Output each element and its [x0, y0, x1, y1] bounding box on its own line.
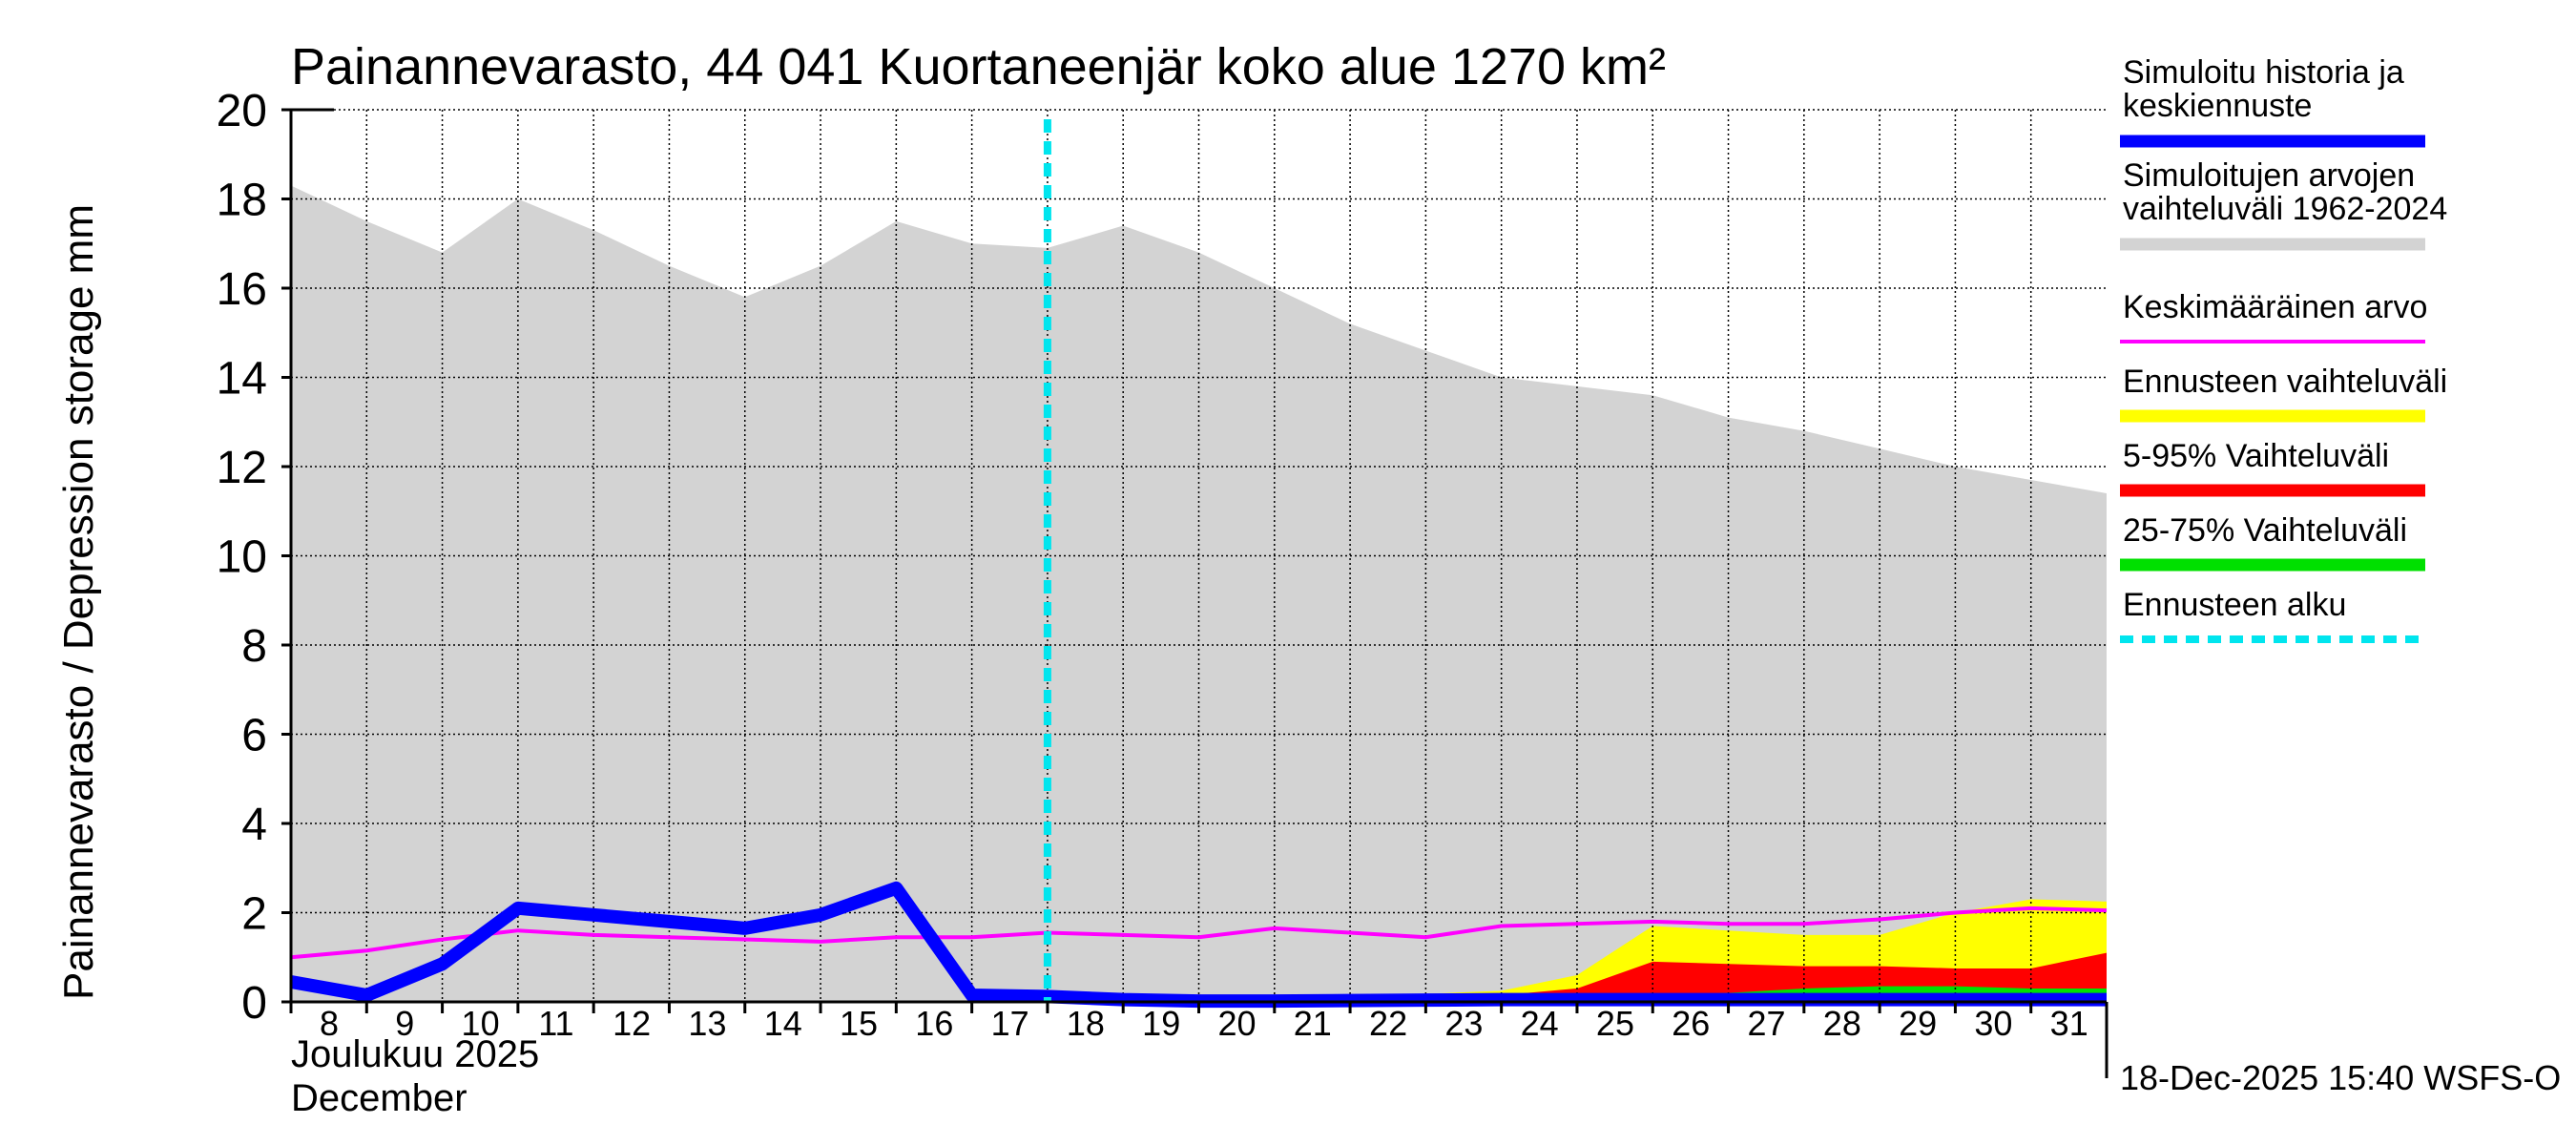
- x-tick-label: 16: [915, 1004, 953, 1043]
- y-axis-label: Painannevarasto / Depression storage mm: [55, 204, 102, 1000]
- legend-label: Simuloitujen arvojen: [2123, 157, 2415, 194]
- legend-label: Keskimääräinen arvo: [2123, 289, 2427, 325]
- y-tick-label: 18: [217, 176, 267, 226]
- legend-label: Simuloitu historia ja: [2123, 54, 2404, 91]
- y-tick-label: 4: [241, 800, 267, 850]
- x-tick-label: 20: [1217, 1004, 1256, 1043]
- plot-area: [289, 109, 2108, 1009]
- legend-label-line2: keskiennuste: [2123, 88, 2312, 124]
- y-tick-label: 16: [217, 264, 267, 315]
- x-tick-label: 24: [1521, 1004, 1559, 1043]
- x-tick-label: 23: [1444, 1004, 1483, 1043]
- y-tick-label: 2: [241, 889, 267, 940]
- timestamp: 18-Dec-2025 15:40 WSFS-O: [2120, 1058, 2561, 1097]
- x-tick-label: 19: [1142, 1004, 1180, 1043]
- x-tick-label: 30: [1974, 1004, 2012, 1043]
- x-tick-label: 29: [1899, 1004, 1937, 1043]
- x-tick-label: 10: [462, 1004, 500, 1043]
- x-tick-label: 17: [991, 1004, 1029, 1043]
- x-tick-label: 21: [1294, 1004, 1332, 1043]
- x-tick-label: 22: [1369, 1004, 1407, 1043]
- y-tick-label: 12: [217, 443, 267, 493]
- x-tick-label: 12: [613, 1004, 651, 1043]
- x-tick-label: 14: [764, 1004, 802, 1043]
- x-tick-label: 8: [320, 1004, 339, 1043]
- x-axis-month-label-en: December: [291, 1077, 467, 1119]
- legend-label: Ennusteen vaihteluväli: [2123, 364, 2447, 400]
- x-tick-label: 31: [2050, 1004, 2088, 1043]
- y-tick-label: 6: [241, 711, 267, 761]
- x-tick-label: 27: [1748, 1004, 1786, 1043]
- x-axis-month-label: Joulukuu 2025: [291, 1033, 539, 1075]
- chart-title: Painannevarasto, 44 041 Kuortaneenjär ko…: [291, 38, 1666, 95]
- x-tick-label: 11: [538, 1004, 573, 1043]
- mean-line: [290, 906, 2108, 960]
- x-tick-label: 28: [1823, 1004, 1861, 1043]
- y-tick-label: 20: [217, 86, 267, 136]
- x-tick-label: 15: [840, 1004, 878, 1043]
- legend-label: 25-75% Vaihteluväli: [2123, 512, 2407, 549]
- x-tick-label: 25: [1596, 1004, 1634, 1043]
- y-tick-label: 14: [217, 354, 267, 405]
- legend-label: Ennusteen alku: [2123, 587, 2346, 623]
- x-tick-label: 26: [1672, 1004, 1710, 1043]
- y-tick-label: 8: [241, 621, 267, 672]
- legend-label: 5-95% Vaihteluväli: [2123, 438, 2389, 474]
- x-tick-label: 9: [395, 1004, 414, 1043]
- x-tick-label: 18: [1067, 1004, 1105, 1043]
- x-tick-label: 13: [688, 1004, 726, 1043]
- y-tick-label: 0: [241, 978, 267, 1029]
- legend-label-line2: vaihteluväli 1962-2024: [2123, 191, 2447, 227]
- y-tick-label: 10: [217, 532, 267, 583]
